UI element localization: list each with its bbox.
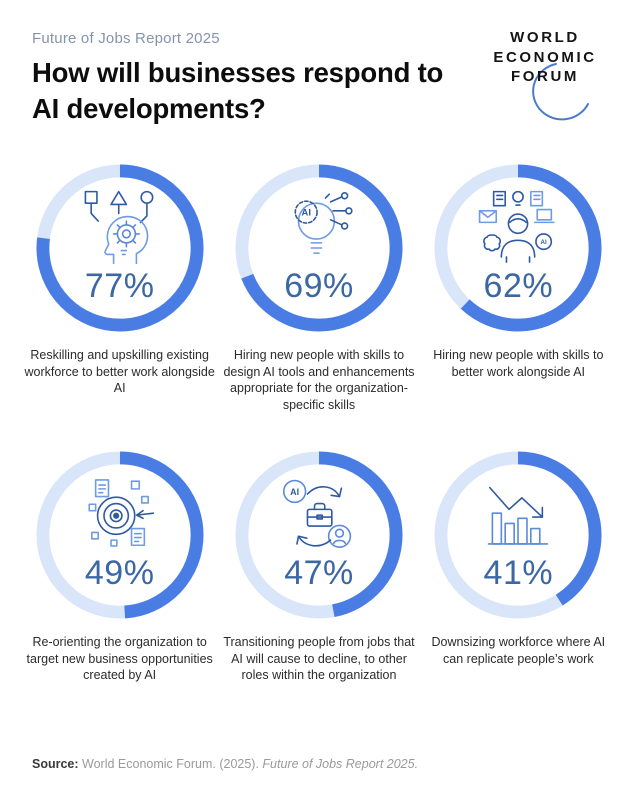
svg-text:AI: AI (541, 239, 547, 246)
donut-chart-77: 77% (36, 164, 204, 332)
wef-logo-word-2: ECONOMIC (493, 48, 597, 66)
donut-chart-62: AI 62% (434, 164, 602, 332)
stat-caption: Reskilling and upskilling existing workf… (24, 348, 215, 395)
stat-card-reorienting: 49% Re-orienting the organization to tar… (24, 451, 215, 722)
stat-percentage: 49% (84, 554, 155, 592)
svg-text:AI: AI (301, 208, 311, 219)
stat-percentage: 62% (483, 267, 554, 305)
target-documents-icon (79, 476, 161, 553)
stats-grid: 77% Reskilling and upskilling existing w… (24, 164, 614, 722)
head-gear-icon (79, 189, 161, 266)
stat-percentage: 77% (84, 267, 155, 305)
donut-ring (36, 451, 204, 619)
stat-card-reskilling: 77% Reskilling and upskilling existing w… (24, 164, 215, 435)
wef-logo: WORLD ECONOMIC FORUM (482, 28, 608, 121)
stat-card-downsizing: 41% Downsizing workforce where AI can re… (423, 451, 614, 722)
stat-percentage: 41% (483, 554, 554, 592)
stat-card-hiring-ai-designers: AI 69% Hiring new people with skills to … (223, 164, 415, 435)
stat-percentage: 47% (284, 554, 354, 592)
stat-card-hiring-ai-workers: AI 62% Hiring new people with skills to … (423, 164, 614, 435)
wef-logo-word-1: WORLD (510, 29, 580, 46)
donut-inner: 41% (434, 451, 602, 619)
donut-inner: 77% (36, 164, 204, 332)
ai-lightbulb-icon: AI (278, 189, 360, 266)
wef-logo-arc-icon (532, 63, 589, 121)
stat-caption: Hiring new people with skills to design … (223, 348, 415, 412)
stat-caption: Downsizing workforce where AI can replic… (431, 635, 606, 666)
stat-card-transitioning: AI 47% Transitioning people from jobs th… (223, 451, 415, 722)
donut-inner: AI 62% (434, 164, 602, 332)
page-title: How will businesses respond to AI develo… (32, 57, 444, 124)
donut-inner: AI 69% (235, 164, 403, 332)
svg-text:AI: AI (290, 487, 299, 497)
stat-caption: Transitioning people from jobs that AI w… (223, 635, 415, 682)
stat-caption: Hiring new people with skills to better … (433, 348, 604, 379)
donut-ring (235, 451, 403, 619)
source-text: World Economic Forum. (2025). (78, 757, 263, 771)
donut-ring (434, 451, 602, 619)
source-label: Source: (32, 757, 79, 771)
declining-bar-chart-icon (477, 476, 559, 553)
donut-ring (434, 164, 602, 332)
job-transition-arrows-icon: AI (278, 476, 360, 553)
donut-inner: AI 47% (235, 451, 403, 619)
wef-logo-word-3: FORUM (511, 68, 579, 85)
source-report-title: Future of Jobs Report 2025. (262, 757, 419, 771)
donut-chart-47: AI 47% (235, 451, 403, 619)
stat-percentage: 69% (284, 267, 354, 305)
report-eyebrow: Future of Jobs Report 2025 (32, 30, 220, 47)
donut-inner: 49% (36, 451, 204, 619)
source-line: Source: World Economic Forum. (2025). Fu… (32, 757, 418, 771)
stat-caption: Re-orienting the organization to target … (26, 635, 213, 682)
donut-ring (36, 164, 204, 332)
person-network-icon: AI (477, 189, 559, 266)
donut-chart-69: AI 69% (235, 164, 403, 332)
header: Future of Jobs Report 2025 How will busi… (32, 30, 472, 127)
donut-ring (235, 164, 403, 332)
donut-chart-49: 49% (36, 451, 204, 619)
donut-chart-41: 41% (434, 451, 602, 619)
